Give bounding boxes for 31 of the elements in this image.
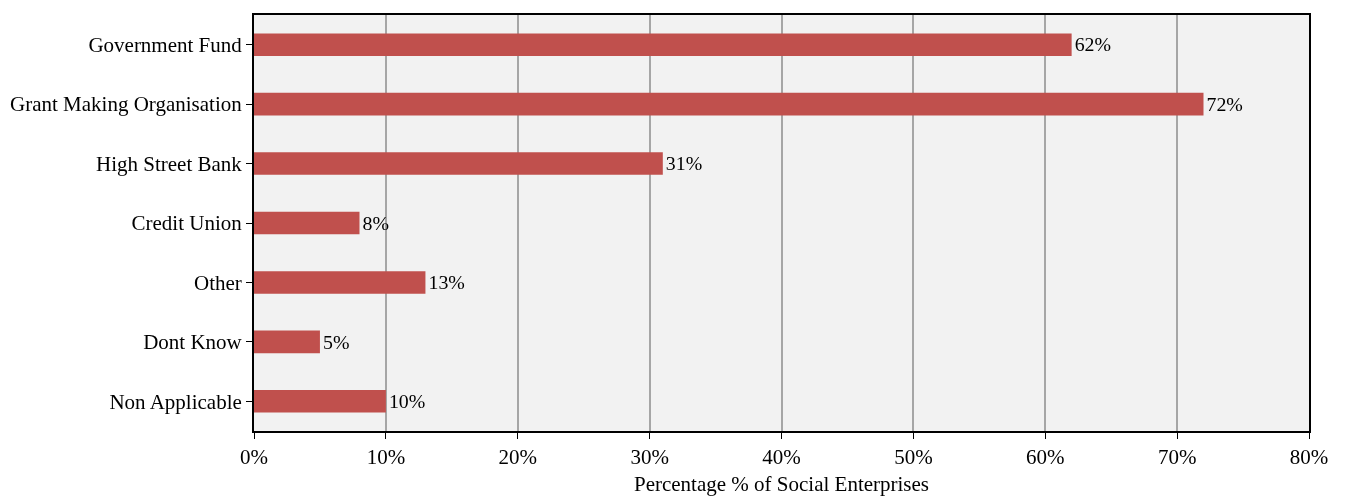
bar: [254, 92, 1204, 116]
x-tick-label: 80%: [1289, 445, 1329, 470]
bar: [254, 271, 426, 294]
x-tick-label: 20%: [498, 445, 537, 470]
data-label: 31%: [665, 152, 703, 175]
y-tick-label: Government Fund: [88, 33, 243, 58]
y-tick-label: Non Applicable: [109, 389, 242, 414]
y-tick-label: Dont Know: [143, 330, 243, 355]
y-tick-label: Grant Making Organisation: [10, 92, 243, 117]
data-label: 10%: [388, 390, 426, 413]
x-tick-label: 50%: [894, 445, 933, 470]
y-tick-label: Credit Union: [131, 211, 243, 236]
bar: [254, 152, 663, 175]
data-label: 5%: [322, 330, 350, 353]
x-axis-title: Percentage % of Social Enterprises: [633, 471, 930, 496]
bar: [254, 389, 386, 413]
x-tick-label: 70%: [1157, 445, 1197, 470]
x-tick-label: 10%: [366, 445, 406, 470]
y-tick-label: High Street Bank: [95, 151, 243, 176]
data-label: 8%: [362, 211, 389, 234]
data-label: 62%: [1074, 33, 1112, 56]
bar: [254, 211, 360, 235]
bar: [254, 330, 320, 354]
x-tick-label: 60%: [1026, 445, 1065, 470]
x-tick-label: 30%: [630, 445, 669, 470]
bar: [254, 33, 1072, 57]
y-tick-label: Other: [193, 270, 242, 295]
x-tick-label: 0%: [240, 445, 268, 470]
x-tick-label: 40%: [762, 445, 801, 470]
data-label: 72%: [1206, 92, 1243, 115]
data-label: 13%: [428, 271, 465, 294]
